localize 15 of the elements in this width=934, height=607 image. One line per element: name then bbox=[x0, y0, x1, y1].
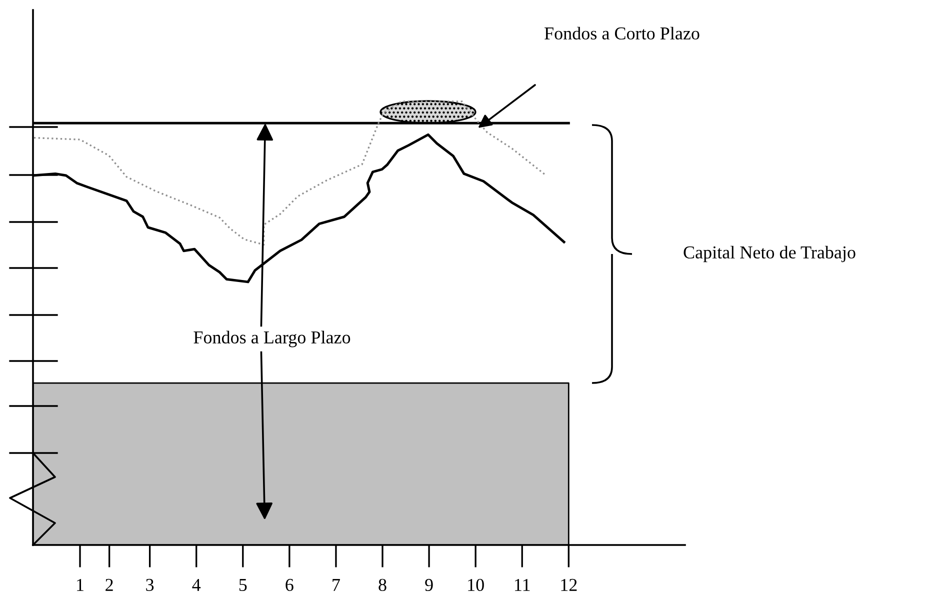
x-tick-label: 3 bbox=[146, 578, 154, 592]
x-tick-label: 11 bbox=[515, 578, 530, 591]
x-tick-label: 10 bbox=[468, 578, 484, 592]
x-tick-label: 8 bbox=[378, 578, 386, 592]
x-tick-label: 1 bbox=[77, 578, 84, 591]
annotation: Fondos a Largo Plazo bbox=[194, 330, 350, 348]
x-tick-label: 2 bbox=[106, 578, 113, 591]
x-tick-label: 4 bbox=[192, 578, 201, 591]
x-tick-label: 12 bbox=[561, 578, 577, 591]
x-tick-label: 5 bbox=[239, 579, 247, 592]
text: Fondos a Corto Plazo bbox=[544, 26, 700, 40]
x-tick-label: 6 bbox=[286, 578, 294, 592]
x-tick-label: 7 bbox=[332, 579, 340, 591]
annotation: Capital Neto de Trabajo bbox=[684, 246, 856, 262]
x-tick-label: 9 bbox=[425, 578, 433, 592]
